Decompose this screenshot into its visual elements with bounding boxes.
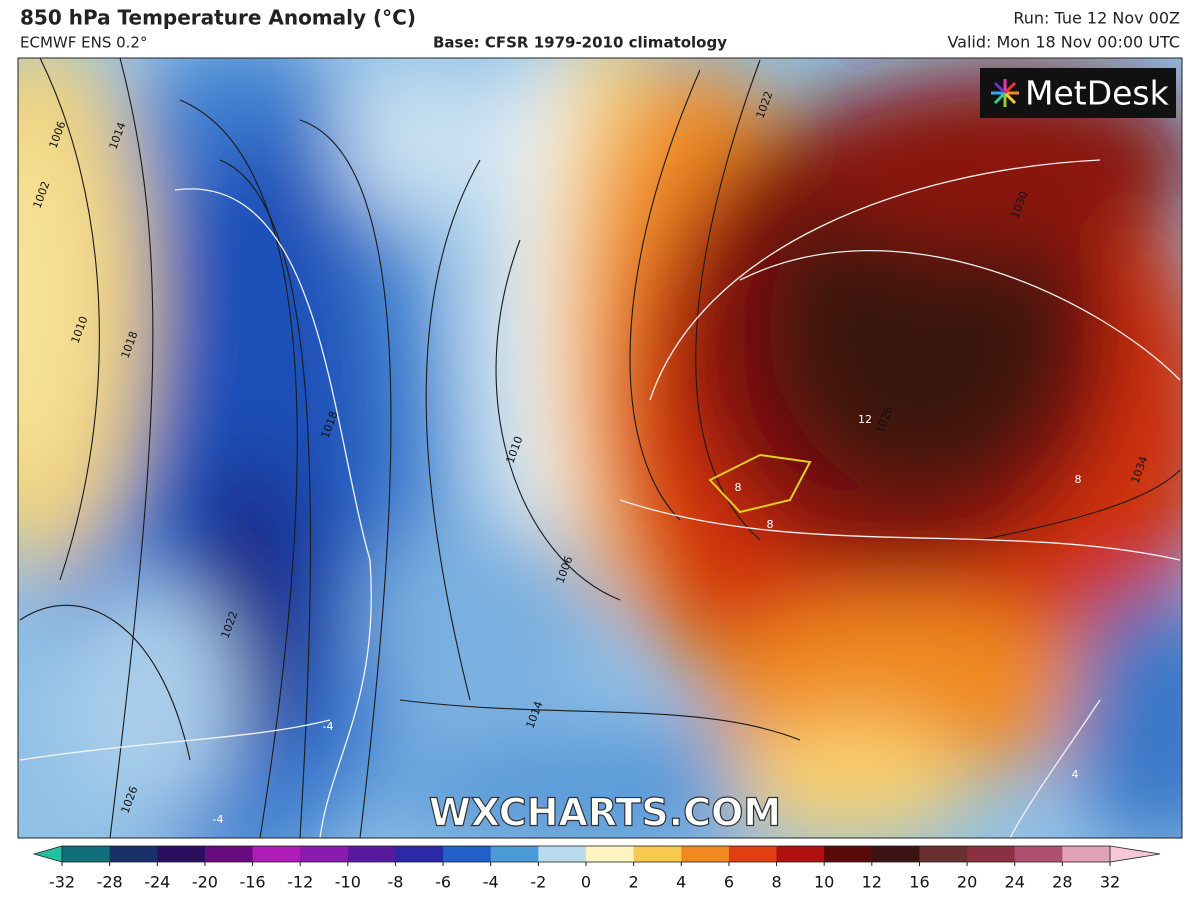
colorbar-segment [538,846,587,862]
colorbar-tick-label: -2 [530,873,546,892]
anomaly-contour [619,499,1181,561]
colorbar-tick-label: -12 [287,873,313,892]
valid-label: Valid: Mon 18 Nov 00:00 UTC [947,33,1180,52]
logo: MetDesk [980,68,1176,118]
highlight-region [708,453,812,514]
colorbar-segment [157,846,206,862]
map-frame [17,57,1183,839]
contour-label: 12 [858,413,872,426]
colorbar-segment [109,846,158,862]
run-label: Run: Tue 12 Nov 00Z [1013,9,1180,28]
anomaly-contour [174,188,372,838]
colorbar-tick-label: -10 [335,873,361,892]
anomaly-contour [1009,699,1101,838]
colorbar-tick-label: -6 [435,873,451,892]
colorbar: -32 -28 -24 -20 -16 -12 -10 -8 -6 -4 -2 0 2 4 6 8 10 12 16… [32,845,1161,892]
field-blob [1070,590,1182,838]
contour-label: -4 [323,720,334,733]
isobar [109,58,154,838]
colorbar-segment [347,846,396,862]
colorbar-tick-label: 28 [1052,873,1072,892]
colorbar-tick-label: 16 [909,873,929,892]
colorbar-tick-label: -8 [387,873,403,892]
colorbar-tick-label: 20 [957,873,977,892]
field-blob [60,580,240,820]
colorbar-over [1109,845,1161,863]
colorbar-tick-label: 10 [814,873,834,892]
colorbar-segment [300,846,349,862]
base-label: Base: CFSR 1979-2010 climatology [433,34,727,52]
model-label: ECMWF ENS 0.2° [20,34,147,52]
colorbar-segment [871,846,920,862]
colorbar-segment [62,846,111,862]
isobar [425,159,481,701]
colorbar-segment [681,846,730,862]
isobar [179,99,298,838]
colorbar-tick-label: 0 [581,873,591,892]
logo-text: MetDesk [1025,74,1170,113]
colorbar-segment [1062,846,1111,862]
isobar [219,159,311,838]
field-blob [18,120,80,480]
field-blob [340,60,500,220]
anomaly-contour [19,719,331,761]
contour-label: 4 [1072,768,1079,781]
isobar [495,239,621,601]
isobar [299,119,392,838]
colorbar-segment [395,846,444,862]
colorbar-tick-label: 4 [676,873,686,892]
anomaly-contour [739,249,1181,381]
isobar [39,58,100,581]
colorbar-segment [728,846,778,862]
colorbar-tick-label: -4 [483,873,499,892]
anomaly-contour [649,159,1101,401]
contour-label: 8 [767,518,774,531]
contour-label: 8 [1075,473,1082,486]
colorbar-tick-label: -28 [97,873,123,892]
field-blob [730,720,970,838]
isobar [629,69,701,521]
colorbar-tick-label: -32 [49,873,75,892]
field-blob [770,170,1070,490]
colorbar-tick-label: -24 [144,873,170,892]
colorbar-tick-label: 8 [771,873,781,892]
colorbar-tick-label: -16 [239,873,265,892]
contour-label: 8 [735,481,742,494]
field-blob [160,170,300,390]
field-blob [360,520,600,720]
colorbar-segment [586,846,635,862]
colorbar-segment [967,846,1016,862]
watermark: WXCHARTS.COM [429,791,781,835]
colorbar-segment [443,846,492,862]
colorbar-segment [252,846,301,862]
isobar [979,469,1181,541]
colorbar-segment [633,846,682,862]
field-blob [380,730,820,838]
colorbar-segment [824,846,873,862]
colorbar-tick-label: 32 [1100,873,1120,892]
isobar [399,699,801,741]
temperature-field [18,58,1182,838]
colorbar-segment [490,846,539,862]
colorbar-segment [1014,846,1063,862]
colorbar-segment [204,846,254,862]
colorbar-tick-label: -20 [192,873,218,892]
contour-label: -4 [213,813,224,826]
colorbar-tick-label: 24 [1005,873,1025,892]
map-title: 850 hPa Temperature Anomaly (°C) [20,6,416,30]
colorbar-segment [776,846,825,862]
isobar [19,604,191,761]
colorbar-tick-label: 6 [724,873,734,892]
colorbar-tick-label: 12 [862,873,882,892]
colorbar-under [32,845,63,863]
colorbar-tick-label: 2 [629,873,639,892]
colorbar-segment [919,846,968,862]
logo-icon [991,79,1019,107]
